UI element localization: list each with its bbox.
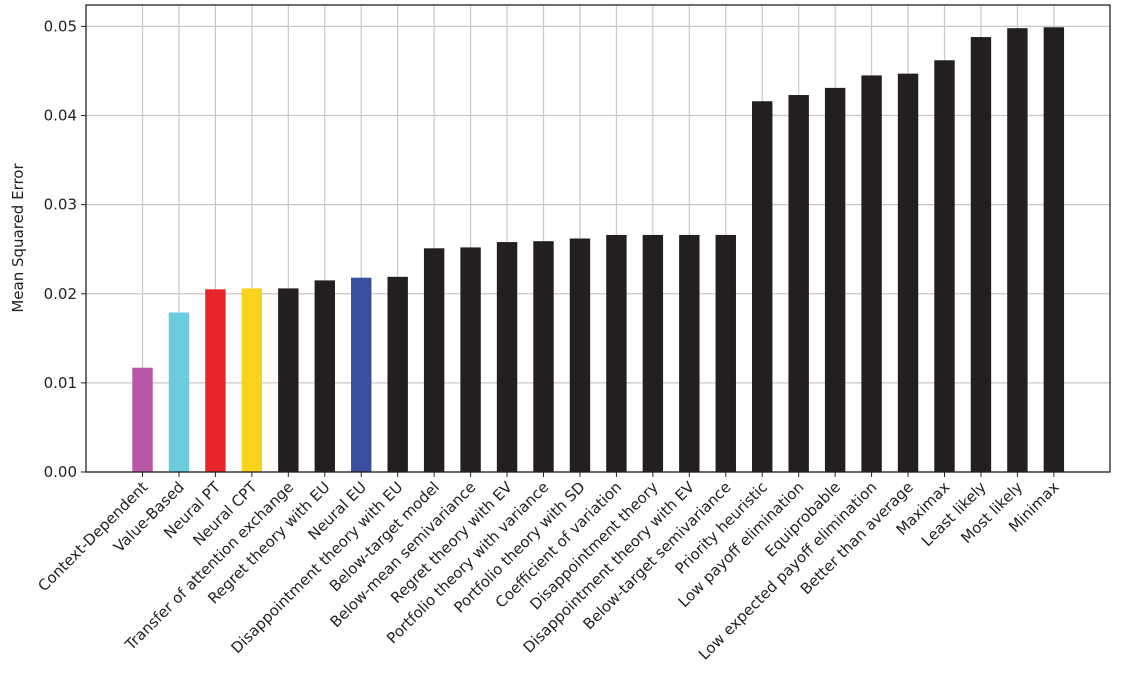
bar xyxy=(533,241,554,472)
y-tick-label: 0.02 xyxy=(44,285,77,303)
y-tick-label: 0.05 xyxy=(44,17,77,35)
bar xyxy=(168,312,190,472)
bar xyxy=(934,60,955,472)
bar xyxy=(387,276,408,472)
plot-frame xyxy=(85,4,1111,473)
bar xyxy=(278,288,299,472)
y-tick-label: 0.00 xyxy=(44,463,77,481)
bar xyxy=(606,234,627,472)
bar xyxy=(1043,27,1065,472)
bar xyxy=(788,95,809,472)
bar xyxy=(642,234,664,472)
bar xyxy=(132,367,153,472)
bar xyxy=(460,247,481,472)
bar xyxy=(861,75,882,472)
bar xyxy=(715,234,736,472)
bar xyxy=(423,248,445,472)
bar xyxy=(351,277,372,472)
y-tick-label: 0.03 xyxy=(44,196,77,214)
bar xyxy=(1007,28,1028,473)
bar xyxy=(679,234,700,472)
bar xyxy=(569,238,591,472)
y-axis-label: Mean Squared Error xyxy=(9,163,27,313)
bar xyxy=(205,289,226,472)
bar xyxy=(314,280,335,472)
bar xyxy=(496,242,518,472)
bar xyxy=(970,37,992,472)
bar xyxy=(241,288,263,472)
y-tick-label: 0.01 xyxy=(44,374,77,392)
bar xyxy=(752,101,773,473)
bar xyxy=(824,87,846,472)
bar xyxy=(897,73,919,472)
y-tick-label: 0.04 xyxy=(44,107,77,125)
